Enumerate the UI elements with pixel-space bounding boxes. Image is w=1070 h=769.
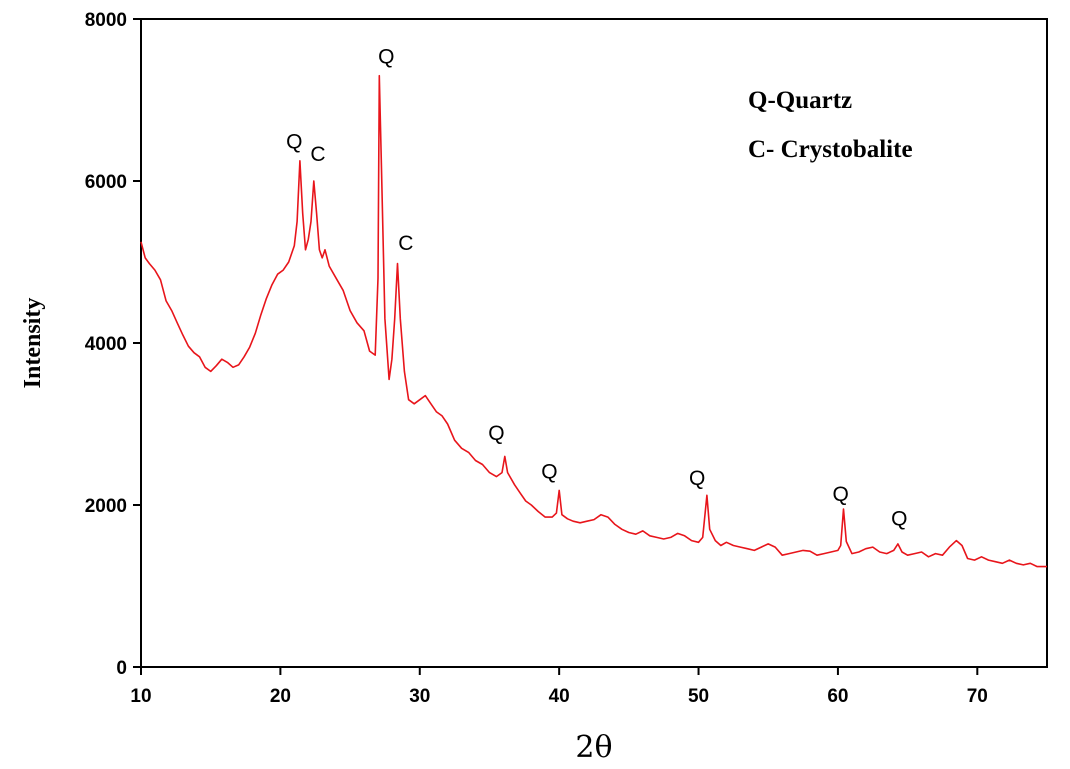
- legend: Q-Quartz C- Crystobalite: [748, 87, 913, 163]
- peak-label-8: Q: [891, 507, 907, 530]
- y-tick-label-1: 2000: [85, 496, 127, 517]
- plot-frame: [140, 18, 1048, 668]
- x-tick-label-5: 60: [827, 686, 848, 707]
- x-tick-label-4: 50: [688, 686, 709, 707]
- y-tick-label-4: 8000: [85, 10, 127, 31]
- y-tick-label-0: 0: [116, 658, 127, 679]
- y-tick-label-2: 4000: [85, 334, 127, 355]
- y-axis-label: Intensity: [20, 298, 46, 389]
- peak-label-6: Q: [689, 467, 705, 490]
- x-axis-label: 2θ: [575, 730, 612, 765]
- peak-label-2: Q: [378, 46, 394, 69]
- peak-label-7: Q: [833, 483, 849, 506]
- legend-entry-quartz: Q-Quartz: [748, 87, 852, 114]
- y-axis-ticks: 0 2000 4000 6000 8000: [85, 10, 141, 679]
- legend-entry-crystobalite: C- Crystobalite: [748, 136, 913, 163]
- peak-label-3: C: [398, 232, 413, 255]
- x-tick-label-2: 30: [409, 686, 430, 707]
- peak-label-5: Q: [541, 460, 557, 483]
- x-tick-label-0: 10: [130, 686, 151, 707]
- y-tick-label-3: 6000: [85, 172, 127, 193]
- x-tick-label-3: 40: [549, 686, 570, 707]
- x-tick-label-6: 70: [967, 686, 988, 707]
- peak-label-1: C: [310, 143, 325, 166]
- peak-label-4: Q: [488, 422, 504, 445]
- x-axis-ticks: 10 20 30 40 50 60 70: [130, 667, 988, 707]
- x-tick-label-1: 20: [270, 686, 291, 707]
- intensity-series-line: [140, 74, 1047, 568]
- peak-label-0: Q: [286, 131, 302, 154]
